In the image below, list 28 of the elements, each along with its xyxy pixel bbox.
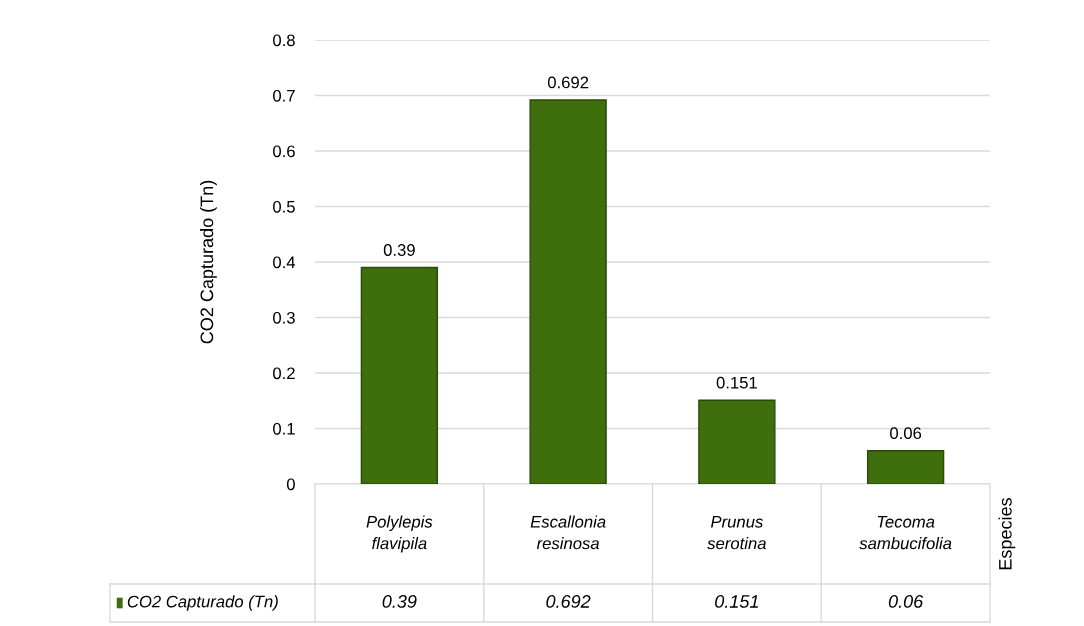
x-tick-label: Prunus serotina [707, 516, 766, 550]
data-label: 0.692 [546, 595, 591, 608]
data-label: 0.151 [715, 595, 758, 608]
annotation: 0.151 [716, 376, 757, 389]
annotation: 0.692 [547, 76, 589, 89]
x-tick-label: Polylepis flavipila [366, 515, 433, 553]
y-tick-label: 0.2 [273, 367, 295, 380]
y-tick-label: 0.7 [273, 89, 295, 102]
y-tick-label: 0.4 [273, 256, 296, 269]
bar [360, 266, 439, 484]
y-tick-label: 0 [286, 478, 295, 491]
annotation: 0.39 [383, 244, 415, 256]
bar [866, 450, 945, 484]
annotation: 0.06 [890, 427, 922, 440]
x-tick-label: Tecoma sambucifolia [859, 516, 952, 550]
x-tick-label: Escallonia resinosa [530, 515, 606, 550]
text: Especies [998, 498, 1016, 570]
y-axis-title: CO2 Capturado (Tn) [200, 180, 217, 344]
bar [698, 399, 776, 484]
data-label: 0.06 [888, 595, 924, 608]
y-tick-label: 0.8 [273, 34, 295, 47]
y-tick-label: 0.1 [273, 422, 295, 435]
bar [529, 99, 607, 484]
data-label: 0.39 [382, 595, 417, 608]
y-tick-label: 0.3 [273, 311, 295, 324]
y-tick-label: 0.6 [273, 145, 295, 158]
y-tick-label: 0.5 [273, 200, 295, 213]
legend-label: CO2 Capturado (Tn) [127, 595, 278, 611]
